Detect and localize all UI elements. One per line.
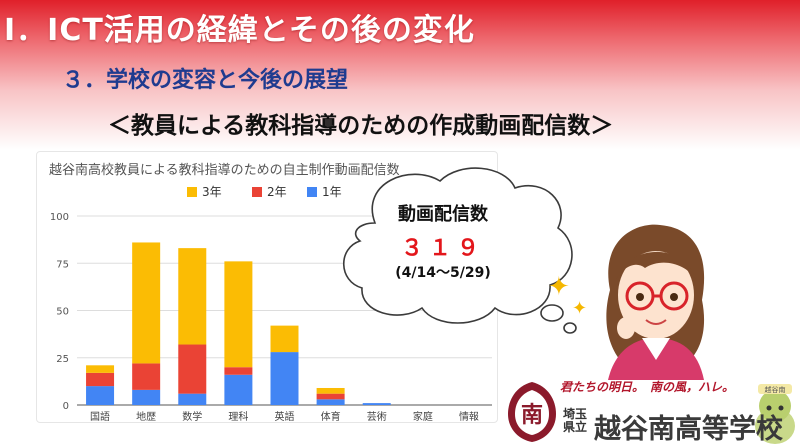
emblem-char: 南 <box>521 403 543 428</box>
bar-segment-year2 <box>316 393 345 400</box>
legend-label: 1年 <box>322 185 342 199</box>
bar-segment-year1 <box>132 389 161 405</box>
mascot-icon: 越谷南 <box>755 384 795 444</box>
bar-segment-year1 <box>224 374 253 405</box>
sparkle-icon: ✦ <box>548 272 570 302</box>
x-tick-label: 国語 <box>90 410 110 422</box>
bar-segment-year2 <box>224 367 253 375</box>
prefecture-label: 埼玉県立 <box>563 407 588 434</box>
bar-segment-year3 <box>86 365 115 373</box>
bar-segment-year3 <box>132 242 161 364</box>
legend-swatch <box>187 187 197 197</box>
x-tick-label: 数学 <box>182 410 202 422</box>
bar-segment-year2 <box>178 344 207 394</box>
thought-bubble <box>342 167 577 334</box>
y-tick-label: 0 <box>63 401 69 412</box>
school-name: 越谷南高等学校 <box>594 414 783 445</box>
x-tick-label: 家庭 <box>413 410 433 422</box>
bubble-date-range: (4/14～5/29) <box>395 265 491 281</box>
teacher-character-illustration <box>606 224 705 380</box>
legend-label: 2年 <box>267 185 287 199</box>
legend-swatch <box>252 187 262 197</box>
bar-segment-year3 <box>270 325 299 353</box>
x-tick-label: 情報 <box>459 410 479 422</box>
chart-title: 越谷南高校教員による教科指導のための自主制作動画配信数 <box>49 162 400 178</box>
x-tick-label: 体育 <box>321 410 341 422</box>
sparkle-icon: ✦ <box>572 298 588 319</box>
x-tick-label: 理科 <box>228 410 248 422</box>
bar-segment-year3 <box>178 248 207 345</box>
x-tick-label: 地歴 <box>136 410 156 422</box>
bar-segment-year2 <box>132 363 161 390</box>
school-slogan: 君たちの明日。 南の風，ハレ。 <box>560 380 735 394</box>
y-tick-label: 100 <box>50 212 69 223</box>
slide-subtitle: ３．学校の変容と今後の展望 <box>62 68 349 93</box>
school-logo-area: 南 越谷南 <box>500 376 800 448</box>
legend-label: 3年 <box>202 185 222 199</box>
bubble-title: 動画配信数 <box>398 204 488 225</box>
bar-segment-year1 <box>270 352 299 405</box>
y-tick-label: 75 <box>56 259 69 270</box>
bar-segment-year2 <box>86 372 115 387</box>
school-emblem-icon: 南 <box>508 382 556 442</box>
x-tick-label: 芸術 <box>367 410 387 422</box>
y-tick-label: 50 <box>56 307 69 318</box>
bubble-count: ３１９ <box>400 236 485 261</box>
slide-title: Ⅰ．ICT活用の経緯とその後の変化 <box>4 13 475 48</box>
x-tick-label: 英語 <box>275 410 295 422</box>
stacked-bar-chart: 越谷南高校教員による教科指導のための自主制作動画配信数 3年 2年 1年 0 25 50 75… <box>49 162 492 423</box>
bar-segment-year1 <box>178 393 207 405</box>
section-heading: ＜教員による教科指導のための作成動画配信数＞ <box>108 113 614 139</box>
legend-swatch <box>307 187 317 197</box>
mascot-badge-text: 越谷南 <box>765 385 786 394</box>
bar-segment-year3 <box>316 387 345 394</box>
bar-segment-year1 <box>362 403 391 405</box>
bar-segment-year1 <box>316 399 345 405</box>
bar-segment-year3 <box>224 261 253 368</box>
y-tick-label: 25 <box>56 354 69 365</box>
bar-segment-year1 <box>86 386 115 405</box>
